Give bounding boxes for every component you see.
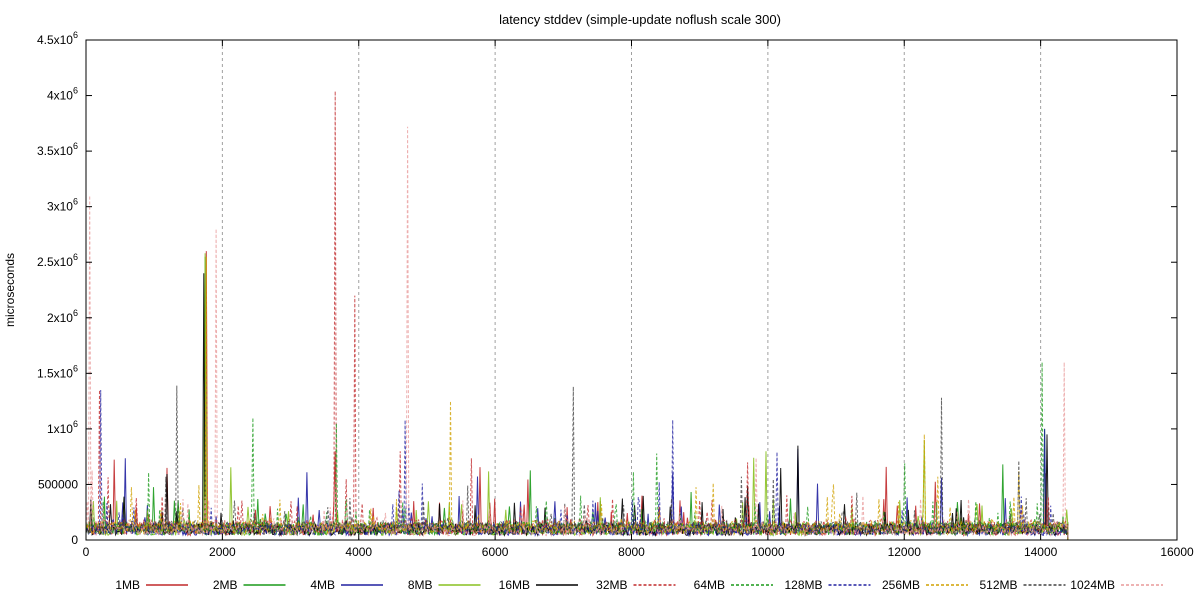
y-tick-label: 4.5x106 xyxy=(37,30,78,47)
legend-item-256mb: 256MB xyxy=(882,578,968,592)
series-line-1mb xyxy=(85,251,1069,540)
y-tick-exponent: 6 xyxy=(73,30,78,40)
legend: 1MB 2MB 4MB 8MB 16MB 32MB 64MB 128MB 256MB 512MB 1… xyxy=(115,578,1163,592)
y-tick-label: 2x106 xyxy=(47,308,78,325)
series-line-256mb xyxy=(85,256,1069,540)
legend-item-512mb: 512MB xyxy=(979,578,1066,592)
series-line-8mb xyxy=(85,253,1069,540)
y-tick-mantissa: 1x10 xyxy=(47,422,73,436)
y-tick-label: 500000 xyxy=(38,477,78,491)
legend-label: 16MB xyxy=(499,578,530,592)
axes-layer: 0 2000 4000 6000 8000 10000 12000 14000 16000 0 50… xyxy=(37,30,1194,559)
series-line-64mb xyxy=(85,362,1069,540)
series-layer xyxy=(85,91,1069,540)
chart-title: latency stddev (simple-update noflush sc… xyxy=(499,12,781,27)
y-tick-exponent: 6 xyxy=(73,197,78,207)
series-line-32mb xyxy=(85,91,1069,540)
y-tick-label: 1.5x106 xyxy=(37,363,78,380)
legend-item-1mb: 1MB xyxy=(115,578,188,592)
legend-label: 512MB xyxy=(979,578,1017,592)
y-axis-label: microseconds xyxy=(3,253,17,327)
series-line-512mb xyxy=(85,385,1069,540)
legend-item-1024mb: 1024MB xyxy=(1070,578,1163,592)
y-tick-mantissa: 500000 xyxy=(38,477,78,491)
legend-item-64mb: 64MB xyxy=(694,578,773,592)
y-tick-label: 0 xyxy=(71,533,78,547)
y-tick-mantissa: 3x10 xyxy=(47,200,73,214)
y-tick-label: 3.5x106 xyxy=(37,141,78,158)
legend-item-4mb: 4MB xyxy=(310,578,383,592)
x-tick-label: 2000 xyxy=(209,545,236,559)
x-tick-label: 0 xyxy=(83,545,90,559)
legend-label: 2MB xyxy=(213,578,238,592)
y-tick-mantissa: 1.5x10 xyxy=(37,366,73,380)
y-tick-exponent: 6 xyxy=(73,363,78,373)
y-tick-label: 1x106 xyxy=(47,419,78,436)
legend-label: 4MB xyxy=(310,578,335,592)
grid-layer xyxy=(221,40,1042,540)
legend-item-32mb: 32MB xyxy=(596,578,676,592)
legend-item-128mb: 128MB xyxy=(784,578,871,592)
y-tick-label: 2.5x106 xyxy=(37,252,78,269)
legend-item-2mb: 2MB xyxy=(213,578,286,592)
y-tick-exponent: 6 xyxy=(73,419,78,429)
y-tick-exponent: 6 xyxy=(73,308,78,318)
y-tick-mantissa: 4x10 xyxy=(47,89,73,103)
legend-label: 8MB xyxy=(408,578,433,592)
legend-item-8mb: 8MB xyxy=(408,578,481,592)
y-tick-mantissa: 4.5x10 xyxy=(37,33,73,47)
y-tick-exponent: 6 xyxy=(73,86,78,96)
x-tick-label: 8000 xyxy=(618,545,645,559)
y-tick-exponent: 6 xyxy=(73,252,78,262)
y-tick-mantissa: 3.5x10 xyxy=(37,144,73,158)
x-tick-label: 4000 xyxy=(345,545,372,559)
series-line-2mb xyxy=(85,256,1069,540)
x-tick-label: 16000 xyxy=(1160,545,1194,559)
x-tick-label: 10000 xyxy=(751,545,785,559)
series-line-1024mb xyxy=(85,126,1069,540)
y-tick-exponent: 6 xyxy=(73,141,78,151)
x-tick-label: 14000 xyxy=(1024,545,1058,559)
legend-label: 32MB xyxy=(596,578,627,592)
legend-label: 128MB xyxy=(784,578,822,592)
x-tick-label: 12000 xyxy=(888,545,922,559)
y-tick-mantissa: 0 xyxy=(71,533,78,547)
legend-label: 256MB xyxy=(882,578,920,592)
legend-label: 1MB xyxy=(115,578,140,592)
y-tick-mantissa: 2x10 xyxy=(47,311,73,325)
y-tick-mantissa: 2.5x10 xyxy=(37,255,73,269)
y-tick-label: 4x106 xyxy=(47,86,78,103)
y-tick-label: 3x106 xyxy=(47,197,78,214)
x-tick-label: 6000 xyxy=(482,545,509,559)
legend-label: 1024MB xyxy=(1070,578,1115,592)
legend-label: 64MB xyxy=(694,578,725,592)
legend-item-16mb: 16MB xyxy=(499,578,578,592)
